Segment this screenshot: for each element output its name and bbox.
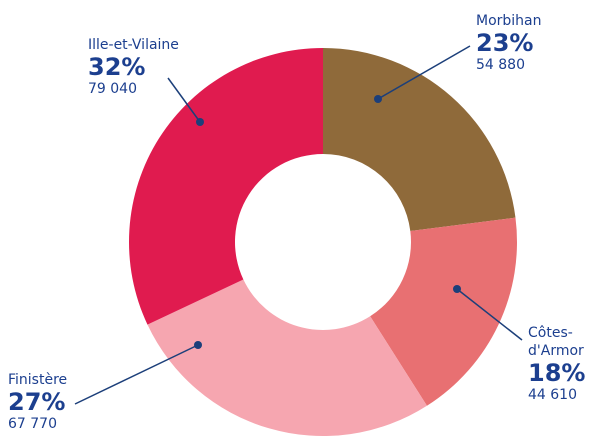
count-label: 79 040 [88, 81, 137, 97]
percent-label: 23% [476, 29, 534, 57]
category-label: Côtes-d'Armor [528, 325, 584, 359]
leader-dot [374, 95, 382, 103]
donut-slice [323, 48, 516, 231]
count-label: 67 770 [8, 416, 57, 432]
slice-label: Côtes-d'Armor 18% 44 610 [528, 324, 594, 404]
percent-label: 32% [88, 53, 146, 81]
donut-slice [370, 217, 517, 406]
slice-label: Ille-et-Vilaine 32% 79 040 [88, 36, 228, 98]
leader-line [456, 288, 523, 341]
leader-dot [194, 341, 202, 349]
category-label: Morbihan [476, 13, 542, 29]
leader-line [167, 77, 201, 123]
leader-line [74, 344, 199, 405]
category-label: Finistère [8, 372, 68, 388]
percent-label: 27% [8, 388, 66, 416]
slice-label: Finistère 27% 67 770 [8, 371, 118, 433]
count-label: 44 610 [528, 387, 577, 403]
donut-slice [147, 279, 427, 436]
percent-label: 18% [528, 359, 586, 387]
donut-slice [128, 48, 323, 325]
category-label: Ille-et-Vilaine [88, 37, 179, 53]
count-label: 54 880 [476, 57, 525, 73]
leader-line [377, 45, 471, 100]
slice-label: Morbihan 23% 54 880 [476, 12, 586, 74]
leader-dot [196, 118, 204, 126]
leader-dot [453, 285, 461, 293]
